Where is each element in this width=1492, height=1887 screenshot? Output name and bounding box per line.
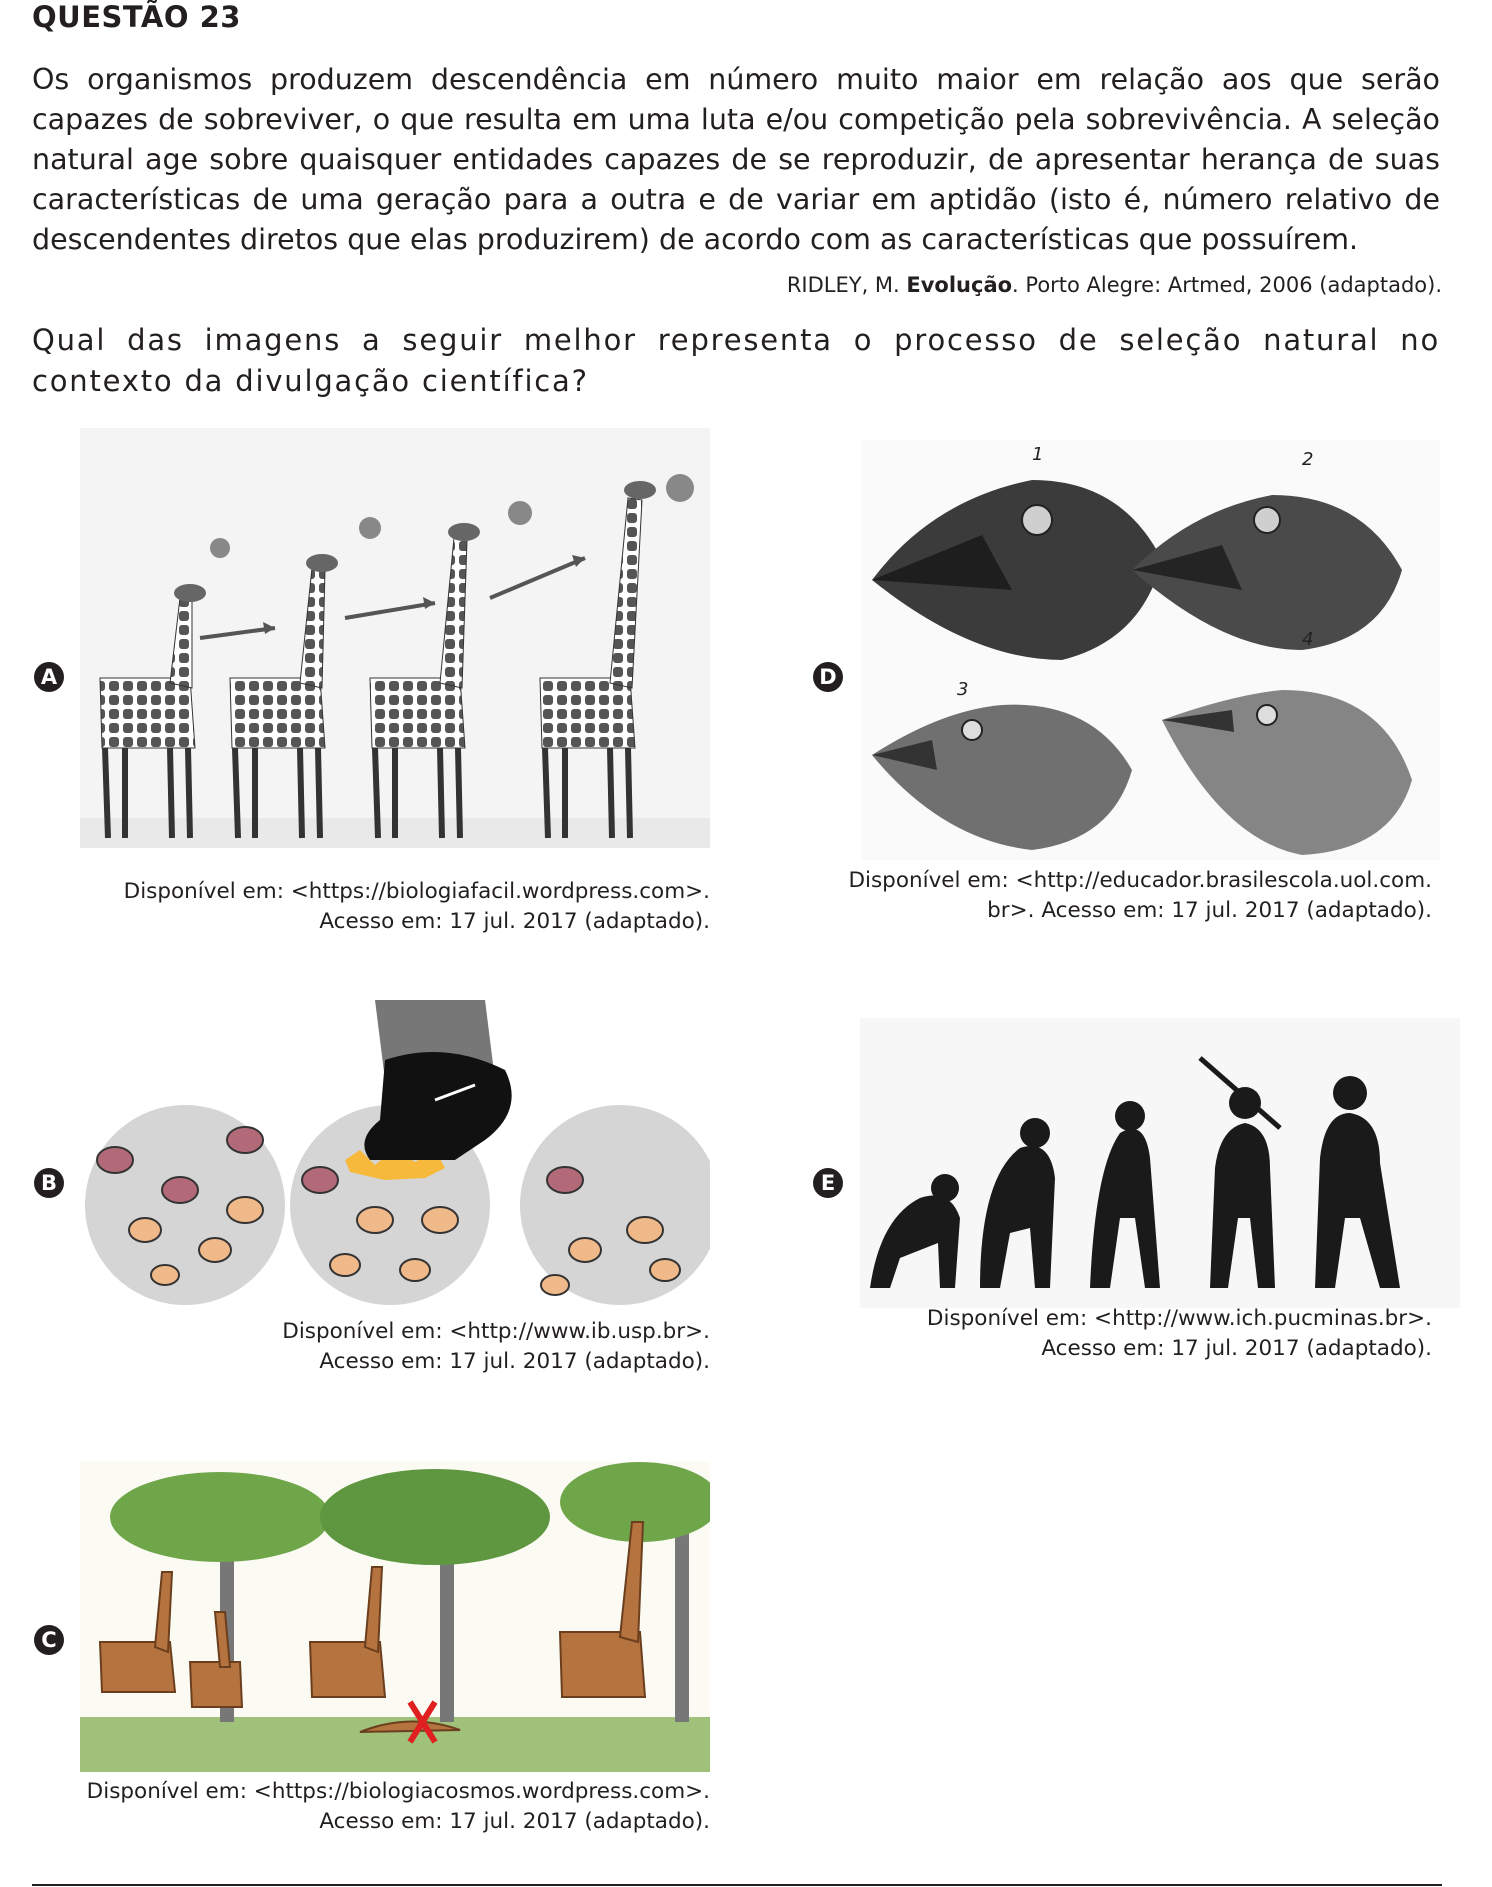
option-c-caption: Disponível em: <https://biologiacosmos.w… [87,1777,710,1837]
boot [364,1000,512,1160]
reference-rest: . Porto Alegre: Artmed, 2006 (adaptado). [1012,273,1442,297]
option-e-badge[interactable]: E [813,1168,843,1198]
giraffe-3 [369,523,480,839]
option-c-caption-line1: Disponível em: <https://biologiacosmos.w… [86,1779,710,1804]
finch-label-2: 2 [1302,449,1313,470]
option-a-badge[interactable]: A [34,662,64,692]
option-a-image[interactable] [80,428,710,848]
reference-author: RIDLEY, M. [786,273,907,297]
reference: RIDLEY, M. Evolução. Porto Alegre: Artme… [787,273,1442,297]
finch-head-4: 4 [1162,629,1412,855]
giraffes [98,1521,647,1733]
option-d-badge[interactable]: D [813,662,843,692]
leaves [210,474,694,558]
question-prompt: Qual das imagens a seguir melhor represe… [32,323,1440,398]
finch-head-1: 1 [872,444,1162,660]
option-a-caption: Disponível em: <https://biologiafacil.wo… [124,877,710,937]
option-d-image[interactable]: 1 2 3 4 [862,440,1440,860]
question-text: Os organismos produzem descendência em n… [32,63,1440,256]
option-c-badge[interactable]: C [34,1625,64,1655]
option-c-image[interactable] [80,1462,710,1772]
finch-head-2: 2 [1132,449,1402,650]
option-d-caption-line1: Disponível em: <http://educador.brasiles… [848,868,1432,893]
option-e-caption-line2: Acesso em: 17 jul. 2017 (adaptado). [1041,1336,1432,1361]
option-e-caption: Disponível em: <http://www.ich.pucminas.… [927,1304,1432,1364]
beetles [96,1126,681,1296]
hominid-silhouettes [870,1076,1400,1288]
giraffe-2 [229,554,338,839]
option-a-caption-line2: Acesso em: 17 jul. 2017 (adaptado). [319,909,710,934]
option-b-badge[interactable]: B [34,1168,64,1198]
option-d-caption: Disponível em: <http://educador.brasiles… [848,866,1432,926]
trees [110,1462,710,1722]
option-b-caption-line2: Acesso em: 17 jul. 2017 (adaptado). [319,1349,710,1374]
giraffe-1 [99,584,206,839]
option-a-caption-line1: Disponível em: <https://biologiafacil.wo… [123,879,710,904]
option-b-caption: Disponível em: <http://www.ib.usp.br>. A… [282,1317,710,1377]
bottom-rule [32,1884,1442,1886]
reference-title: Evolução [906,273,1013,297]
option-e-caption-line1: Disponível em: <http://www.ich.pucminas.… [926,1306,1432,1331]
option-b-image[interactable] [85,1000,710,1310]
finch-label-3: 3 [957,679,968,700]
option-b-caption-line1: Disponível em: <http://www.ib.usp.br>. [282,1319,710,1344]
finch-label-1: 1 [1032,444,1043,465]
finch-head-3: 3 [872,679,1132,850]
option-c-caption-line2: Acesso em: 17 jul. 2017 (adaptado). [319,1809,710,1834]
giraffe-4 [539,481,656,839]
option-d-caption-line2: br>. Acesso em: 17 jul. 2017 (adaptado). [987,898,1432,923]
option-e-image[interactable] [860,1018,1460,1308]
finch-label-4: 4 [1302,629,1313,650]
question-number: QUESTÃO 23 [32,0,241,34]
x-mark [407,1700,438,1744]
